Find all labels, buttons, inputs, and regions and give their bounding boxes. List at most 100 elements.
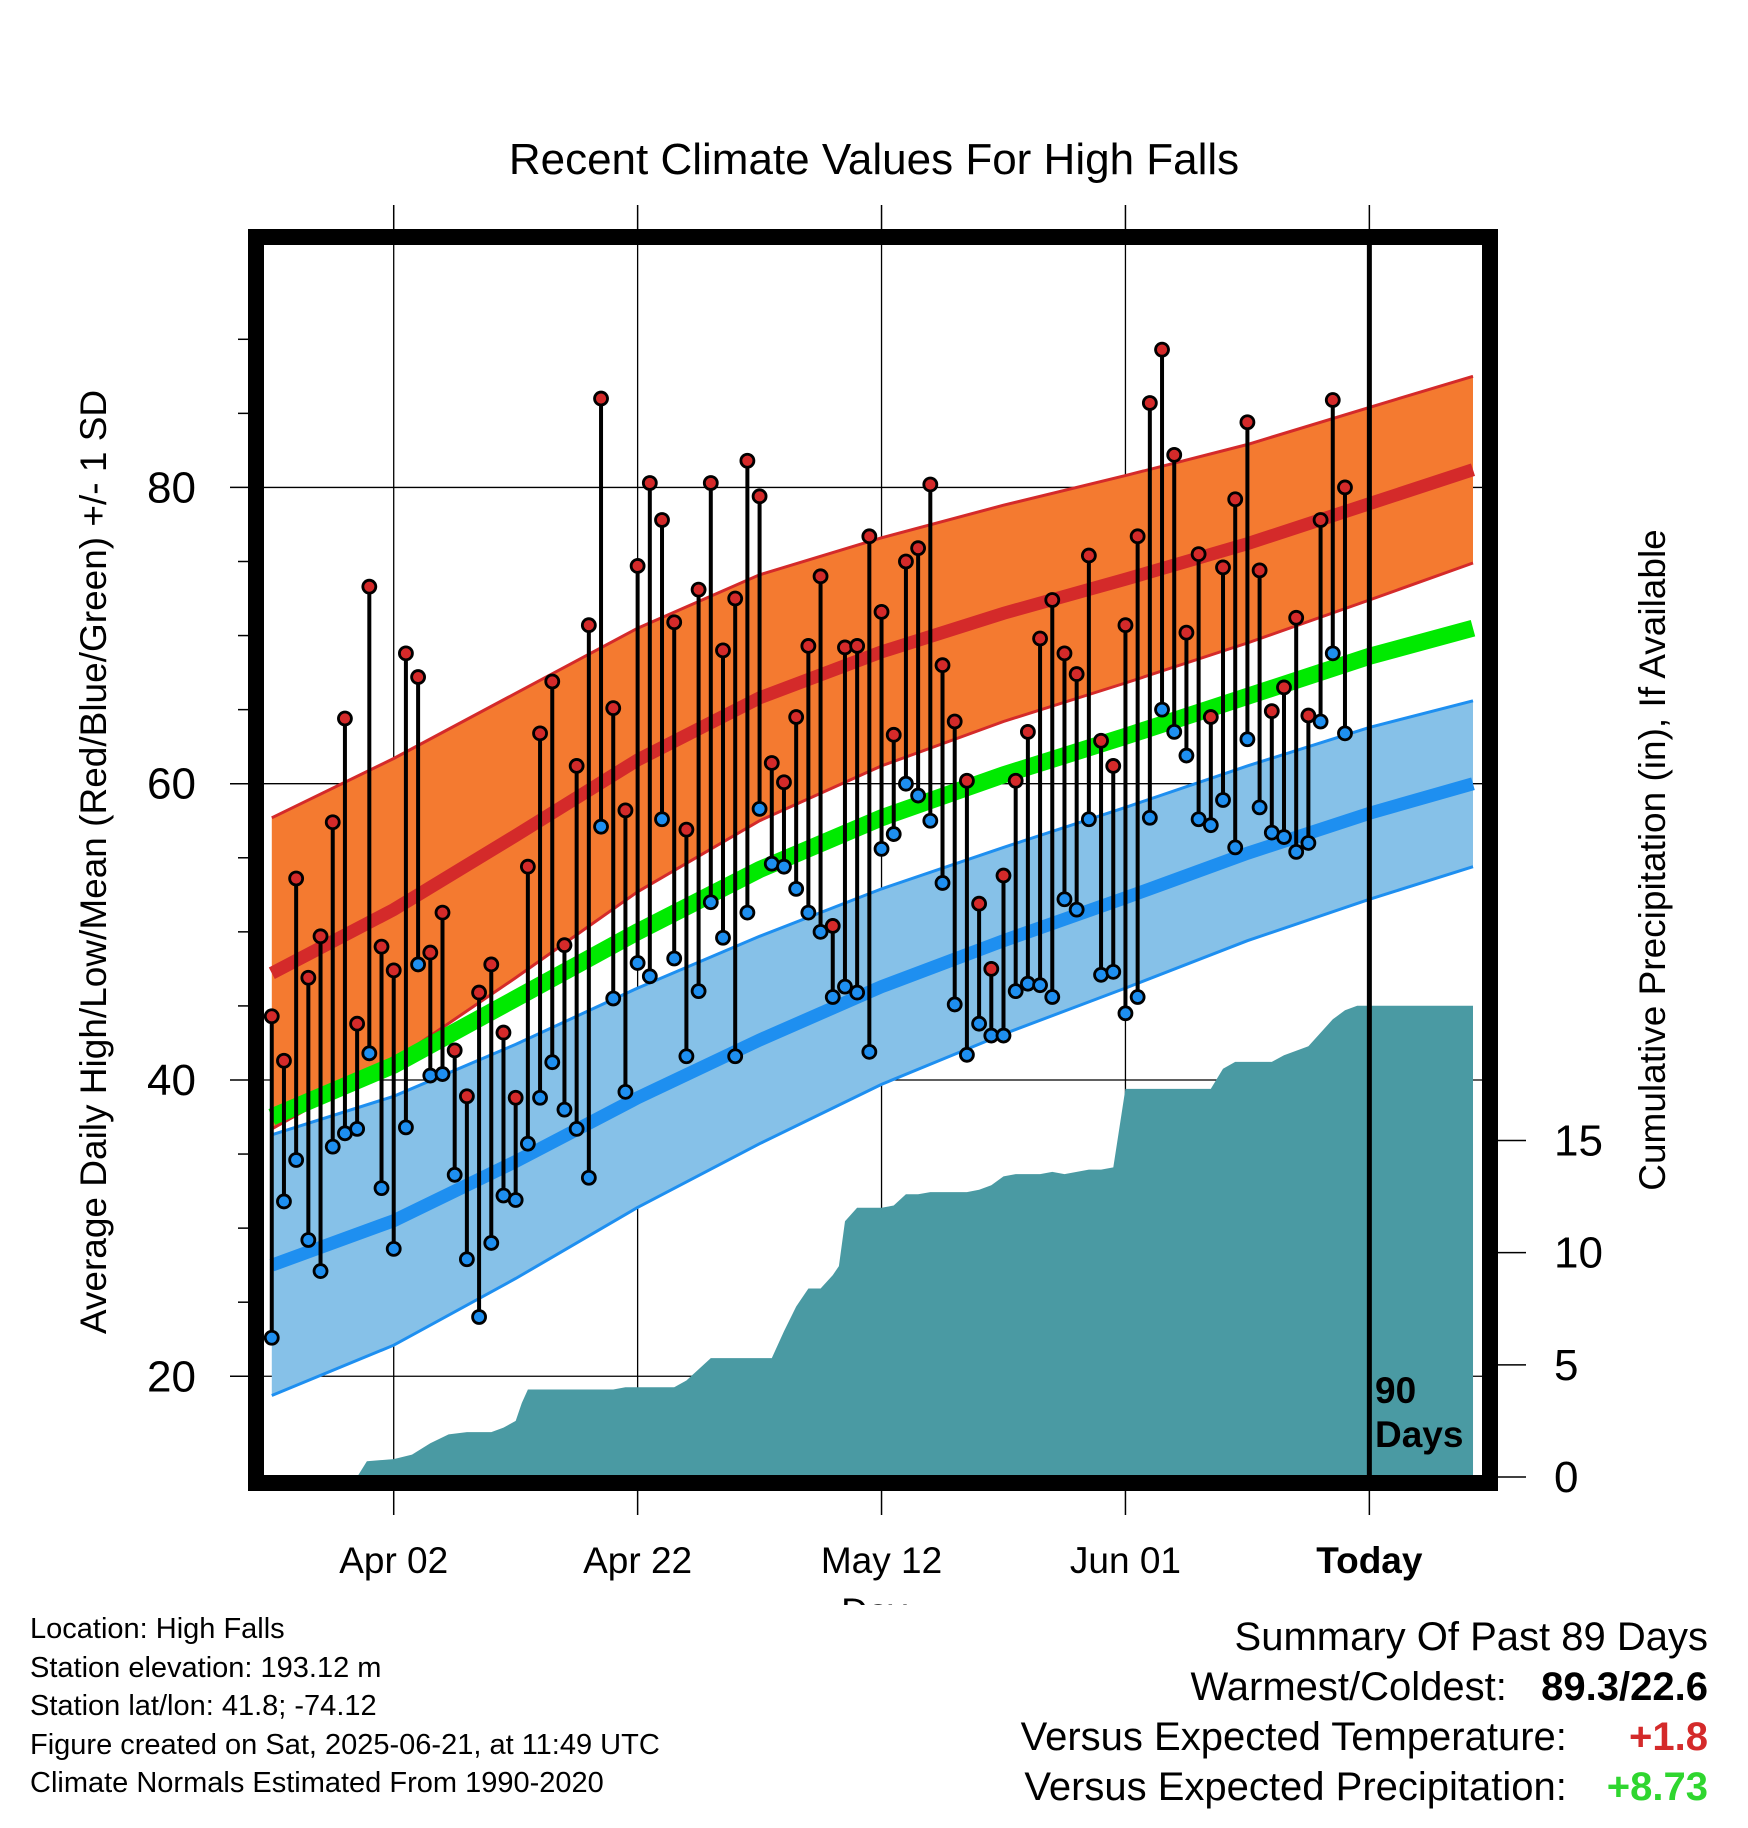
- daily-low-point-12: [410, 956, 427, 973]
- daily-low-point-85: [1300, 835, 1317, 851]
- daily-high-point-80: [1239, 414, 1256, 431]
- daily-low-point-83: [1276, 829, 1292, 845]
- daily-low-point-86: [1312, 713, 1329, 730]
- daily-high-point-13: [422, 944, 439, 961]
- daily-high-point-16: [458, 1088, 475, 1105]
- daily-low-point-50: [873, 840, 890, 857]
- daily-low-point-40: [751, 800, 768, 817]
- daily-high-point-59: [983, 960, 1000, 977]
- low-band-lower-edge: [271, 865, 1474, 1397]
- daily-low-point-56: [946, 996, 963, 1013]
- y-left-tick-label-40: 40: [147, 1056, 196, 1105]
- daily-high-point-79: [1227, 491, 1244, 508]
- daily-high-point-64: [1044, 592, 1061, 608]
- daily-high-point-48: [849, 638, 866, 654]
- daily-high-point-87: [1324, 392, 1341, 408]
- daily-high-point-32: [654, 512, 670, 528]
- daily-high-point-14: [434, 904, 451, 921]
- daily-high-point-25: [568, 758, 585, 774]
- daily-low-point-4: [312, 1263, 329, 1279]
- daily-low-point-20: [507, 1192, 524, 1208]
- summary-warmest-row: Warmest/Coldest: 89.3/22.6: [1021, 1662, 1709, 1712]
- daily-low-point-63: [1032, 977, 1048, 994]
- daily-high-point-65: [1056, 645, 1073, 662]
- daily-low-point-0: [263, 1329, 280, 1346]
- daily-high-point-50: [873, 603, 890, 620]
- daily-high-point-75: [1178, 624, 1195, 641]
- daily-low-point-27: [593, 818, 609, 835]
- daily-low-point-79: [1227, 839, 1244, 856]
- daily-high-point-1: [276, 1052, 292, 1069]
- daily-low-point-39: [739, 904, 756, 921]
- daily-high-point-85: [1300, 707, 1317, 724]
- daily-high-point-43: [788, 709, 805, 725]
- daily-high-point-26: [580, 617, 597, 634]
- daily-low-point-11: [398, 1119, 414, 1136]
- daily-low-point-60: [995, 1027, 1012, 1044]
- daily-low-point-8: [361, 1045, 378, 1062]
- daily-low-point-77: [1202, 817, 1219, 834]
- daily-high-point-30: [629, 558, 646, 574]
- daily-high-point-56: [946, 713, 963, 730]
- daily-low-point-14: [434, 1066, 451, 1082]
- latlon-text: Station lat/lon: 41.8; -74.12: [30, 1690, 377, 1722]
- daily-high-point-11: [398, 645, 414, 662]
- y-right-tick-label-5: 5: [1554, 1341, 1578, 1390]
- daily-high-point-21: [519, 858, 536, 875]
- y-right-tick-label-15: 15: [1554, 1116, 1603, 1165]
- daily-high-point-81: [1251, 562, 1268, 579]
- daily-high-point-86: [1312, 512, 1329, 528]
- chart-title: Recent Climate Values For High Falls: [509, 135, 1239, 184]
- x-tick-label-4: Today: [1316, 1540, 1423, 1581]
- daily-high-point-22: [532, 725, 548, 742]
- daily-high-point-53: [910, 540, 927, 557]
- daily-low-point-15: [446, 1166, 463, 1183]
- daily-high-point-62: [1019, 723, 1036, 740]
- y-left-tick-label-80: 80: [147, 463, 196, 512]
- daily-low-point-42: [776, 858, 792, 875]
- daily-high-point-70: [1117, 617, 1134, 634]
- daily-high-point-55: [934, 657, 951, 674]
- today-label-line2: Days: [1375, 1414, 1463, 1455]
- daily-high-point-45: [812, 568, 829, 585]
- precipitation-area: [271, 1005, 1474, 1477]
- daily-high-point-83: [1276, 679, 1292, 696]
- y-axis-label-left: Average Daily High/Low/Mean (Red/Blue/Gr…: [73, 390, 114, 1334]
- daily-low-point-36: [702, 894, 719, 911]
- x-tick-label-1: Apr 22: [583, 1540, 692, 1581]
- daily-high-point-66: [1068, 666, 1085, 682]
- daily-high-point-63: [1032, 630, 1048, 647]
- climate-chart: Recent Climate Values For High Falls 20 4…: [73, 135, 1673, 1605]
- daily-low-point-21: [519, 1135, 536, 1152]
- daily-low-point-25: [568, 1120, 585, 1137]
- daily-high-point-52: [898, 553, 914, 570]
- daily-high-point-60: [995, 867, 1012, 884]
- daily-high-point-17: [471, 984, 487, 1001]
- daily-low-point-26: [580, 1169, 597, 1186]
- daily-high-point-27: [593, 390, 609, 407]
- daily-low-point-35: [690, 983, 707, 1000]
- precip-label: Versus Expected Precipitation:: [1024, 1765, 1567, 1809]
- daily-low-point-47: [837, 978, 853, 995]
- daily-high-point-31: [641, 475, 658, 491]
- daily-high-point-5: [324, 814, 341, 831]
- summary-title: Summary Of Past 89 Days: [1234, 1615, 1708, 1659]
- low-band-upper-edge: [271, 699, 1474, 1137]
- daily-low-point-37: [715, 929, 731, 946]
- normals-text: Climate Normals Estimated From 1990-2020: [30, 1767, 604, 1799]
- daily-low-point-38: [727, 1048, 744, 1065]
- x-tick-label-0: Apr 02: [339, 1540, 448, 1581]
- daily-high-point-2: [288, 870, 305, 887]
- daily-high-point-74: [1166, 446, 1183, 463]
- daily-low-point-54: [922, 812, 939, 829]
- daily-low-point-2: [288, 1152, 305, 1168]
- daily-high-point-10: [385, 962, 402, 979]
- daily-high-point-78: [1215, 559, 1231, 576]
- daily-high-point-33: [666, 614, 683, 631]
- daily-high-point-84: [1288, 609, 1305, 626]
- daily-low-point-69: [1105, 963, 1122, 980]
- daily-high-point-44: [800, 638, 817, 654]
- daily-low-point-75: [1178, 747, 1195, 764]
- daily-high-point-88: [1337, 479, 1353, 496]
- daily-low-point-44: [800, 904, 817, 921]
